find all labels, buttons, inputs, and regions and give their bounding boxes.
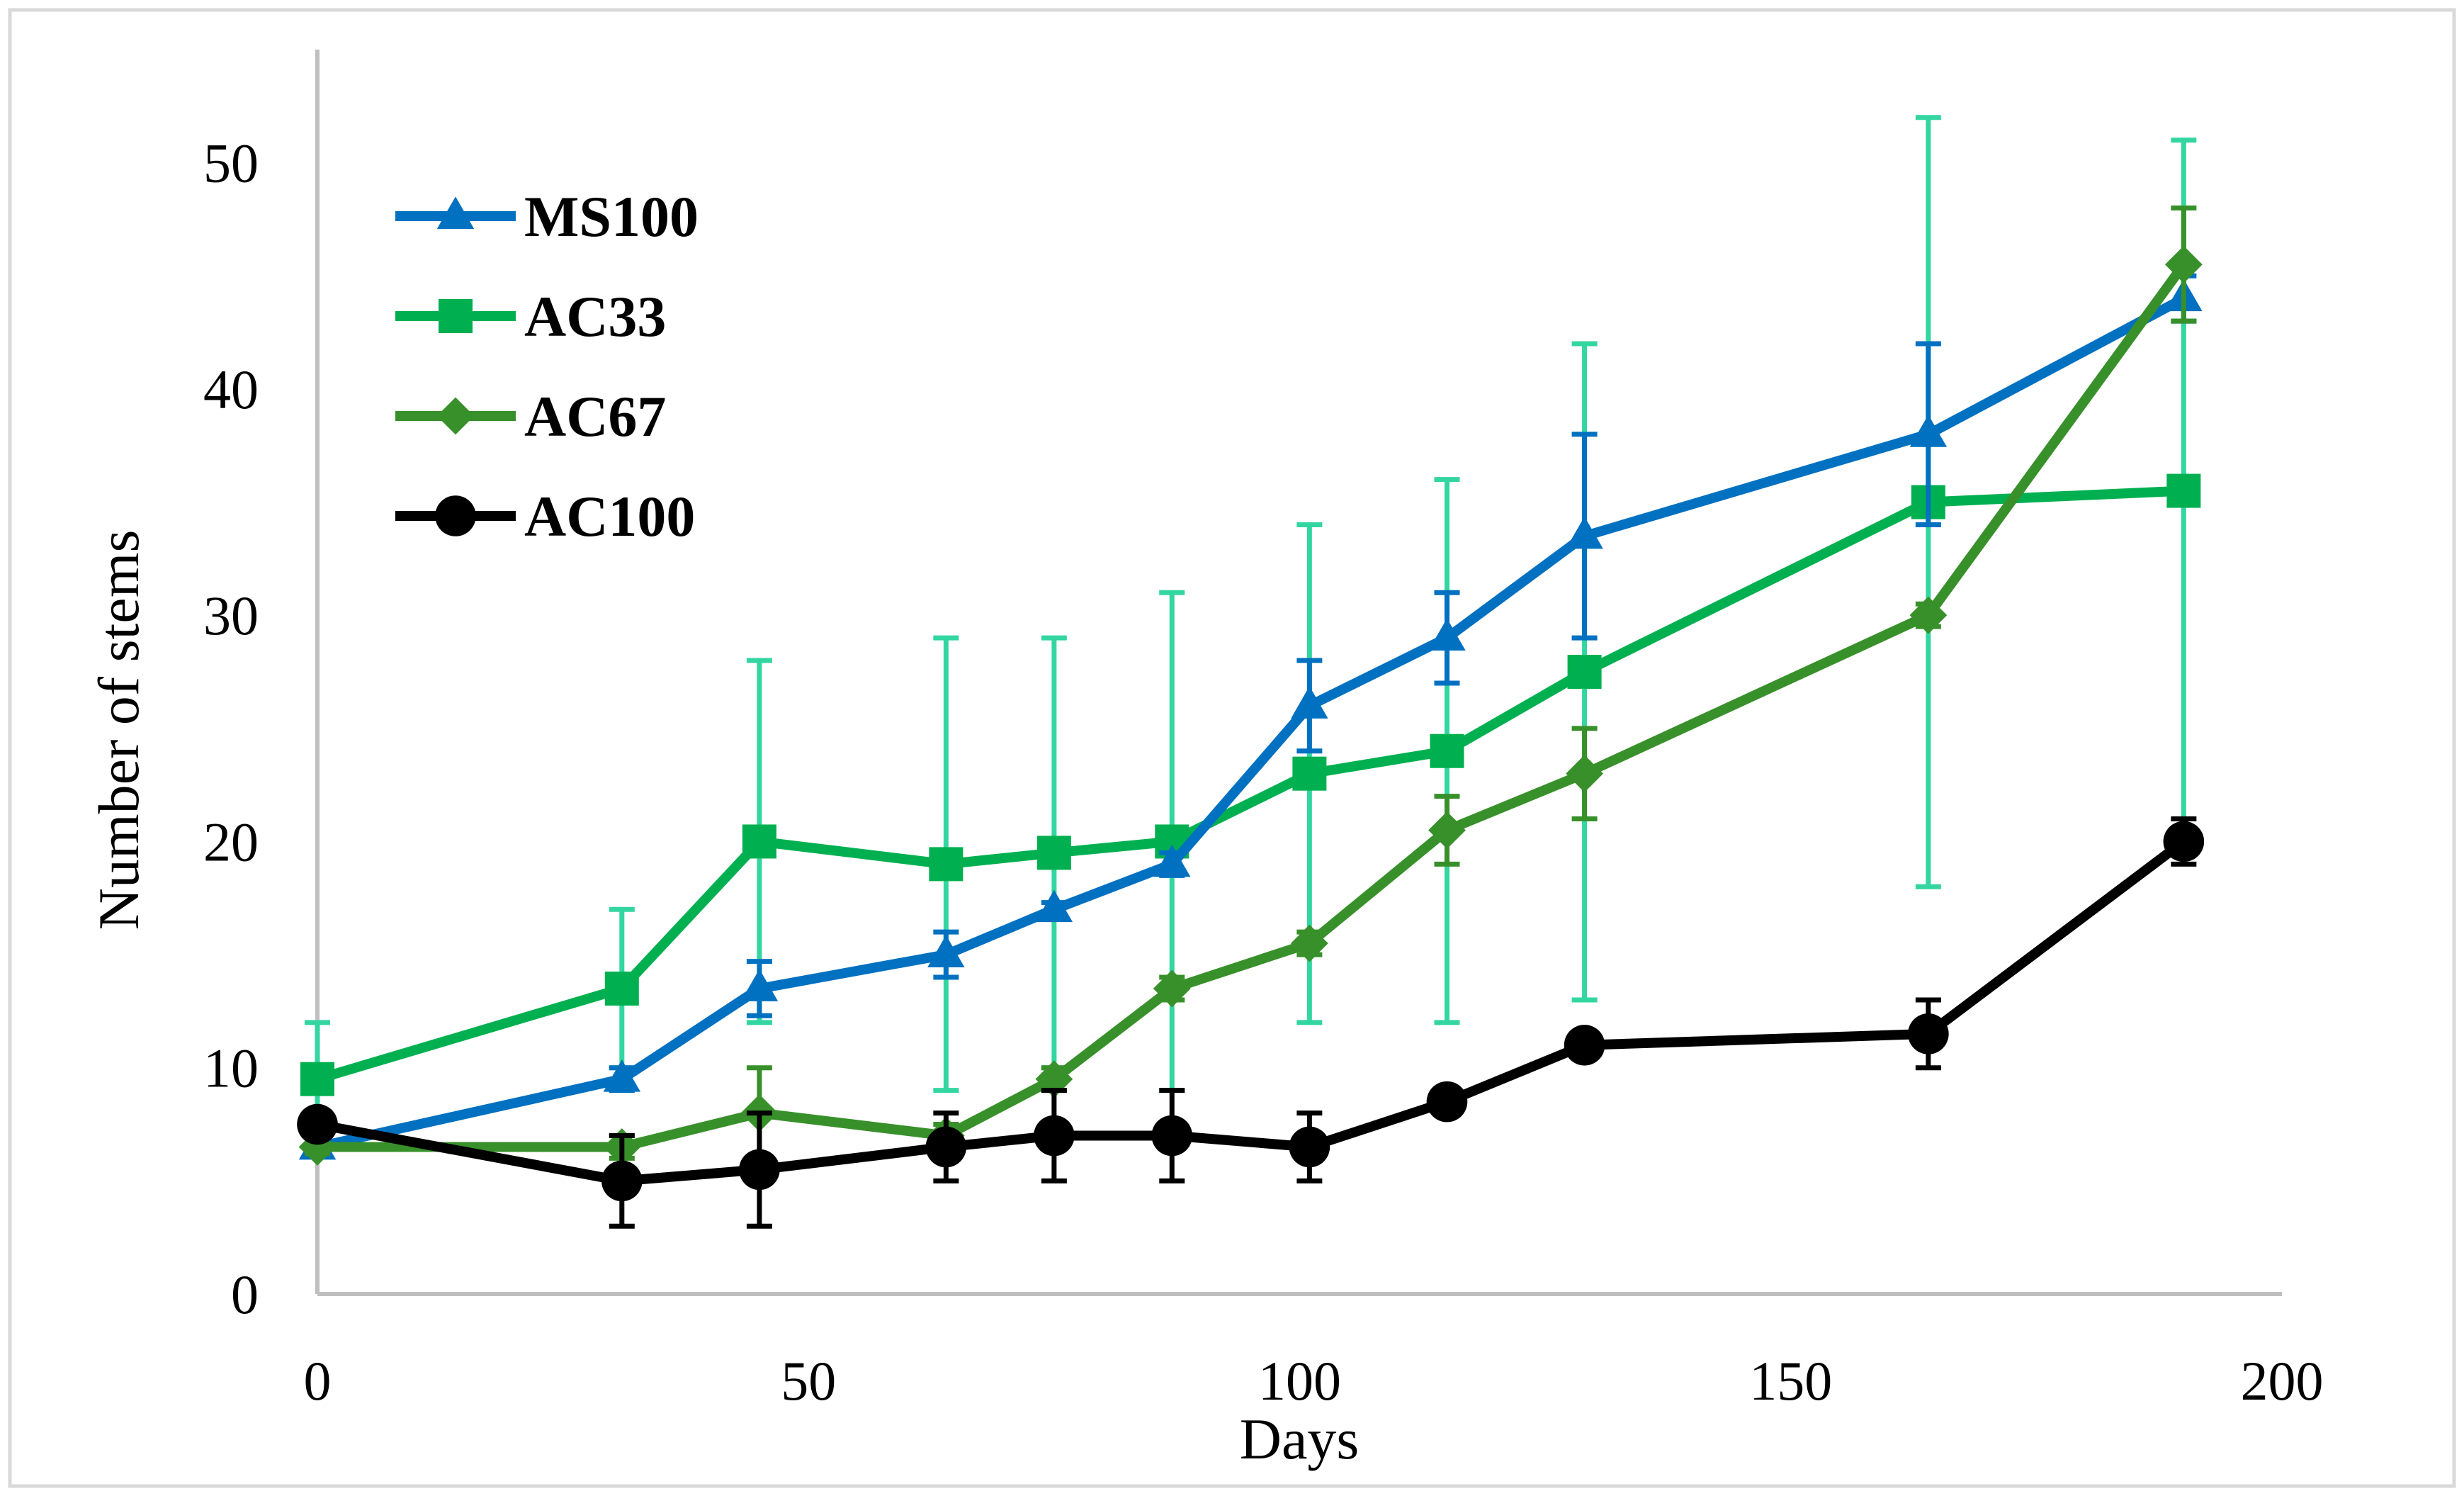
data-point <box>742 824 776 859</box>
data-point <box>1566 755 1603 793</box>
data-point <box>1564 1025 1605 1066</box>
markers-ac33 <box>300 473 2201 1096</box>
data-point <box>300 1062 334 1096</box>
legend-item-ac33: AC33 <box>395 284 666 349</box>
data-point <box>2163 821 2205 862</box>
y-tick-label: 20 <box>203 811 259 872</box>
series-layer <box>297 115 2205 1229</box>
data-point <box>1567 655 1602 689</box>
data-point <box>1034 1115 1075 1157</box>
chart-border <box>8 8 2456 1488</box>
legend-label: MS100 <box>524 184 699 249</box>
data-point <box>1426 1081 1468 1123</box>
data-point <box>1151 1115 1193 1157</box>
y-tick-label: 10 <box>203 1037 259 1099</box>
data-point <box>604 971 639 1006</box>
data-point <box>1153 969 1191 1008</box>
data-point <box>1566 516 1603 549</box>
markers-ac100 <box>297 821 2205 1202</box>
legend: MS100 AC33 AC67 AC100 <box>395 184 699 549</box>
legend-swatch-marker <box>436 397 475 435</box>
x-tick-label: 100 <box>1258 1350 1341 1412</box>
legend-label: AC33 <box>524 284 666 349</box>
y-tick-labels: 0 10 20 30 40 50 <box>203 133 259 1325</box>
legend-swatch-marker <box>435 495 476 536</box>
data-point <box>1428 618 1466 651</box>
x-tick-label: 200 <box>2241 1350 2324 1412</box>
legend-swatch-marker <box>436 196 475 229</box>
data-point <box>1035 889 1073 923</box>
x-axis-title: Days <box>1240 1407 1360 1471</box>
legend-item-ms100: MS100 <box>395 184 699 249</box>
data-point <box>297 1103 338 1145</box>
data-point <box>925 1126 967 1168</box>
data-point <box>1036 836 1071 870</box>
x-tick-label: 50 <box>781 1350 836 1412</box>
legend-label: AC100 <box>524 484 695 549</box>
data-point <box>739 1149 780 1191</box>
x-tick-label: 0 <box>304 1350 332 1412</box>
data-point <box>1908 1013 1949 1054</box>
legend-swatch-marker <box>439 299 473 333</box>
data-point <box>927 935 965 968</box>
y-tick-label: 50 <box>203 133 259 194</box>
data-point <box>2166 473 2201 508</box>
data-point <box>298 1128 337 1166</box>
data-point <box>1153 844 1191 877</box>
y-tick-label: 40 <box>203 359 259 420</box>
y-tick-label: 30 <box>203 585 259 646</box>
data-point <box>1909 415 1948 447</box>
series-ac33 <box>300 115 2201 1139</box>
data-point <box>740 969 779 1001</box>
data-point <box>1430 733 1464 768</box>
data-point <box>1291 686 1328 719</box>
data-point <box>1289 1126 1330 1168</box>
x-tick-labels: 0 50 100 150 200 <box>304 1350 2324 1412</box>
data-point <box>601 1160 643 1202</box>
y-axis-title: Number of stems <box>86 530 151 930</box>
legend-item-ac67: AC67 <box>395 384 666 449</box>
legend-item-ac100: AC100 <box>395 484 695 549</box>
y-tick-label: 0 <box>231 1264 259 1325</box>
legend-label: AC67 <box>524 384 666 449</box>
data-point <box>603 1059 641 1092</box>
data-point <box>929 847 963 882</box>
data-point <box>2164 245 2203 283</box>
series-ac100 <box>297 816 2205 1229</box>
data-point <box>1290 924 1328 962</box>
data-point <box>1909 596 1948 634</box>
data-point <box>1428 811 1466 849</box>
x-tick-label: 150 <box>1749 1350 1832 1412</box>
data-point <box>1292 756 1327 791</box>
